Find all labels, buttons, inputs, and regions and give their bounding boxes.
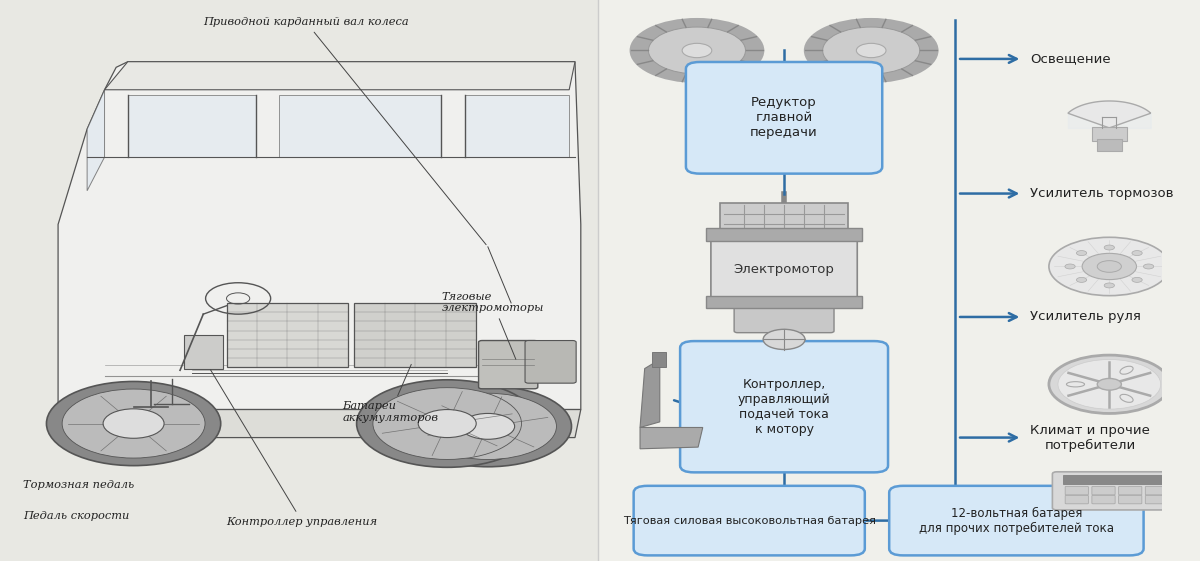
Circle shape <box>1097 379 1121 390</box>
Circle shape <box>630 18 764 83</box>
Polygon shape <box>1068 101 1151 128</box>
Text: Освещение: Освещение <box>1031 52 1111 66</box>
FancyBboxPatch shape <box>1092 495 1115 504</box>
FancyBboxPatch shape <box>1092 127 1127 141</box>
Text: Приводной карданный вал колеса: Приводной карданный вал колеса <box>203 17 486 245</box>
Polygon shape <box>58 62 581 410</box>
Circle shape <box>804 18 938 83</box>
Text: Тяговая силовая высоковольтная батарея: Тяговая силовая высоковольтная батарея <box>623 516 876 526</box>
Polygon shape <box>1146 252 1194 281</box>
Circle shape <box>682 43 712 58</box>
FancyBboxPatch shape <box>889 486 1144 555</box>
Text: Батареи
аккумуляторов: Батареи аккумуляторов <box>343 365 439 423</box>
FancyBboxPatch shape <box>680 341 888 472</box>
FancyBboxPatch shape <box>1145 495 1169 504</box>
FancyBboxPatch shape <box>707 296 862 308</box>
Circle shape <box>1097 261 1121 272</box>
FancyBboxPatch shape <box>227 303 348 367</box>
Circle shape <box>62 389 205 458</box>
Circle shape <box>1132 277 1142 282</box>
FancyBboxPatch shape <box>720 203 848 236</box>
Polygon shape <box>652 352 666 367</box>
Text: 12-вольтная батарея
для прочих потребителей тока: 12-вольтная батарея для прочих потребите… <box>919 507 1114 535</box>
Text: Электромотор: Электромотор <box>733 263 834 276</box>
Circle shape <box>419 410 476 438</box>
Circle shape <box>1104 245 1115 250</box>
FancyBboxPatch shape <box>354 303 476 367</box>
Ellipse shape <box>1067 381 1085 387</box>
FancyBboxPatch shape <box>1052 472 1178 510</box>
FancyBboxPatch shape <box>634 486 865 555</box>
Circle shape <box>1049 237 1170 296</box>
Circle shape <box>419 393 557 459</box>
Text: Педаль скорости: Педаль скорости <box>23 511 130 521</box>
Text: Усилитель тормозов: Усилитель тормозов <box>1031 187 1174 200</box>
Ellipse shape <box>1120 394 1133 402</box>
Circle shape <box>1104 283 1115 288</box>
Circle shape <box>763 329 805 350</box>
Text: Усилитель руля: Усилитель руля <box>1031 310 1141 324</box>
Text: Контроллер управления: Контроллер управления <box>210 370 378 527</box>
Text: Контроллер,
управляющий
подачей тока
к мотору: Контроллер, управляющий подачей тока к м… <box>738 378 830 436</box>
Circle shape <box>1076 251 1087 256</box>
Text: Тормозная педаль: Тормозная педаль <box>23 480 134 490</box>
Circle shape <box>1064 264 1075 269</box>
Circle shape <box>103 409 164 438</box>
FancyBboxPatch shape <box>710 236 857 303</box>
Circle shape <box>1144 264 1153 269</box>
Circle shape <box>1076 277 1087 282</box>
FancyBboxPatch shape <box>686 62 882 174</box>
Circle shape <box>1049 355 1170 413</box>
Text: Климат и прочие
потребители: Климат и прочие потребители <box>1031 424 1151 452</box>
Polygon shape <box>88 90 104 191</box>
FancyBboxPatch shape <box>0 0 599 561</box>
Polygon shape <box>640 363 660 427</box>
Circle shape <box>47 381 221 466</box>
FancyBboxPatch shape <box>734 304 834 333</box>
Text: Редуктор
главной
передачи: Редуктор главной передачи <box>750 96 818 139</box>
Polygon shape <box>58 410 581 438</box>
Circle shape <box>356 380 538 467</box>
Circle shape <box>461 413 515 439</box>
Circle shape <box>1082 254 1136 279</box>
Circle shape <box>404 386 571 467</box>
FancyBboxPatch shape <box>1118 486 1142 495</box>
FancyBboxPatch shape <box>1092 486 1115 495</box>
Polygon shape <box>104 62 575 90</box>
Polygon shape <box>640 427 703 449</box>
Ellipse shape <box>1120 366 1133 374</box>
Circle shape <box>1058 360 1160 409</box>
Polygon shape <box>127 95 256 157</box>
Polygon shape <box>464 95 569 157</box>
FancyBboxPatch shape <box>526 341 576 383</box>
FancyBboxPatch shape <box>1145 486 1169 495</box>
FancyBboxPatch shape <box>707 228 862 241</box>
Circle shape <box>648 27 745 74</box>
FancyBboxPatch shape <box>1118 495 1142 504</box>
Circle shape <box>1132 251 1142 256</box>
Polygon shape <box>278 95 442 157</box>
FancyBboxPatch shape <box>479 341 538 389</box>
FancyBboxPatch shape <box>184 335 223 369</box>
Text: Тяговые
электромоторы: Тяговые электромоторы <box>442 292 544 359</box>
FancyBboxPatch shape <box>1097 139 1122 151</box>
FancyBboxPatch shape <box>1063 475 1168 484</box>
FancyBboxPatch shape <box>1066 486 1088 495</box>
Circle shape <box>857 43 886 58</box>
Circle shape <box>373 388 522 459</box>
Circle shape <box>823 27 919 74</box>
FancyBboxPatch shape <box>1066 495 1088 504</box>
